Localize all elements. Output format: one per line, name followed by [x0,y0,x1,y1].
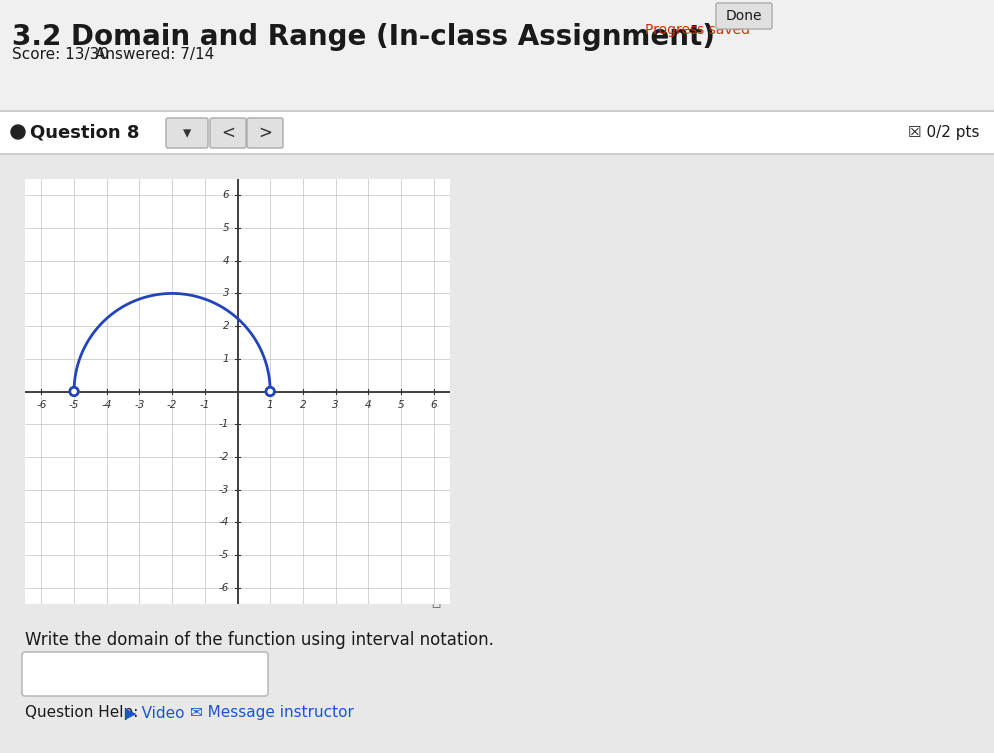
Text: 4: 4 [223,256,230,266]
Circle shape [70,387,79,396]
Text: -1: -1 [219,419,230,429]
FancyBboxPatch shape [247,118,283,148]
Text: -4: -4 [219,517,230,527]
Text: ▶ Video: ▶ Video [125,705,185,720]
Text: <: < [221,124,235,142]
Text: -3: -3 [219,485,230,495]
FancyBboxPatch shape [210,118,246,148]
Text: -4: -4 [101,400,112,410]
Bar [0,153,994,155]
Text: 1: 1 [223,354,230,364]
Text: -2: -2 [219,452,230,462]
Text: Done: Done [726,9,762,23]
Text: 6: 6 [430,400,437,410]
Circle shape [11,125,25,139]
Text: ▾: ▾ [183,124,191,142]
Text: Write the domain of the function using interval notation.: Write the domain of the function using i… [25,631,494,649]
Text: 3: 3 [332,400,339,410]
Text: 2: 2 [223,321,230,331]
Text: 5: 5 [398,400,405,410]
Text: 4: 4 [365,400,372,410]
Text: 3: 3 [223,288,230,298]
Text: 3.2 Domain and Range (In-class Assignment): 3.2 Domain and Range (In-class Assignmen… [12,23,715,51]
Text: ☒ 0/2 pts: ☒ 0/2 pts [909,124,980,139]
FancyBboxPatch shape [166,118,208,148]
Text: Question Help:: Question Help: [25,705,138,720]
Text: ✉ Message instructor: ✉ Message instructor [190,705,354,720]
Text: Score: 13/30: Score: 13/30 [12,47,109,62]
Text: -1: -1 [200,400,210,410]
Text: -6: -6 [36,400,47,410]
Text: 6: 6 [223,191,230,200]
Text: -2: -2 [167,400,177,410]
Text: -5: -5 [69,400,80,410]
Bar [0,112,994,153]
Circle shape [266,387,274,396]
FancyBboxPatch shape [716,3,772,29]
Text: Progress saved: Progress saved [645,23,750,37]
Text: Question 8: Question 8 [30,123,139,141]
Text: >: > [258,124,272,142]
Text: -3: -3 [134,400,144,410]
Bar [0,110,994,112]
FancyBboxPatch shape [22,652,268,696]
Text: 5: 5 [223,223,230,233]
Text: 1: 1 [266,400,273,410]
Text: Answered: 7/14: Answered: 7/14 [95,47,215,62]
Text: 🔍: 🔍 [430,593,440,608]
Text: -6: -6 [219,583,230,593]
Bar [0,0,994,110]
Text: -5: -5 [219,550,230,560]
Text: 2: 2 [299,400,306,410]
